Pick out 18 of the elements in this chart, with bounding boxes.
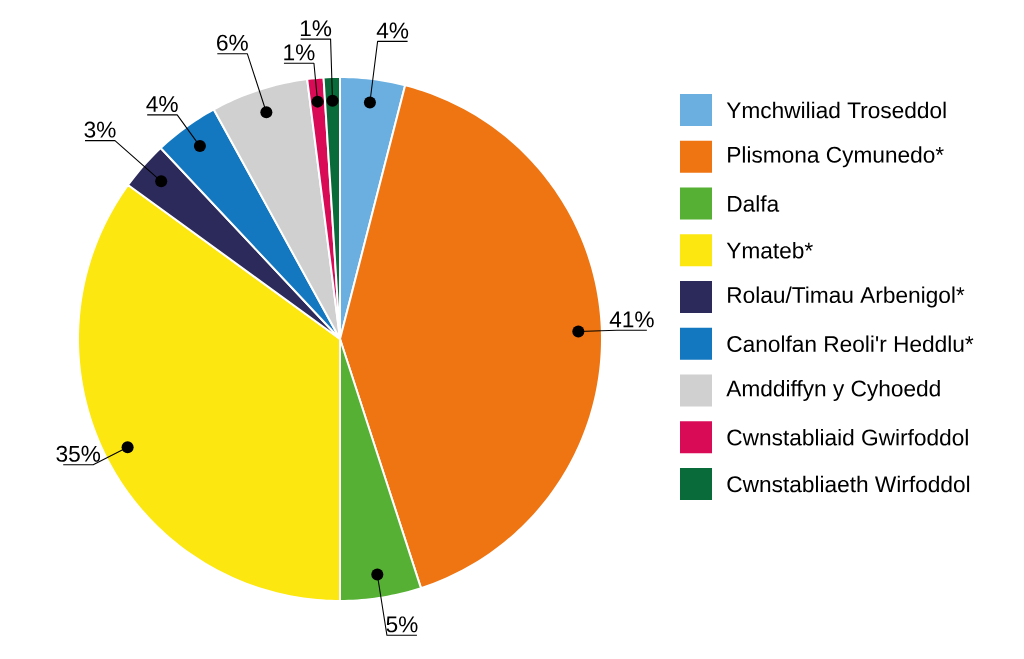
legend-label: Canolfan Reoli'r Heddlu* xyxy=(727,335,974,353)
data-label: 5% xyxy=(386,616,418,633)
data-label: 41% xyxy=(609,311,654,328)
legend-label: Ymateb* xyxy=(726,241,813,259)
data-label: 4% xyxy=(146,96,178,112)
data-label: 3% xyxy=(84,121,116,138)
legend-label: Amddiffyn y Cyhoedd xyxy=(726,379,940,402)
legend-label: Cwnstabliaid Gwirfoddol xyxy=(727,428,968,446)
legend-label: Rolau/Timau Arbenigol* xyxy=(728,286,965,308)
legend-label: Plismona Cymunedo* xyxy=(728,146,944,168)
data-label: 35% xyxy=(56,445,101,462)
data-label: 1% xyxy=(284,44,315,61)
data-label: 4% xyxy=(376,22,409,39)
data-label: 6% xyxy=(217,34,248,51)
legend-label: Cwnstabliaeth Wirfoddol xyxy=(727,475,970,493)
data-label: 1% xyxy=(300,20,332,37)
legend-label: Dalfa xyxy=(728,195,780,212)
legend-label: Ymchwiliad Troseddol xyxy=(726,101,946,119)
